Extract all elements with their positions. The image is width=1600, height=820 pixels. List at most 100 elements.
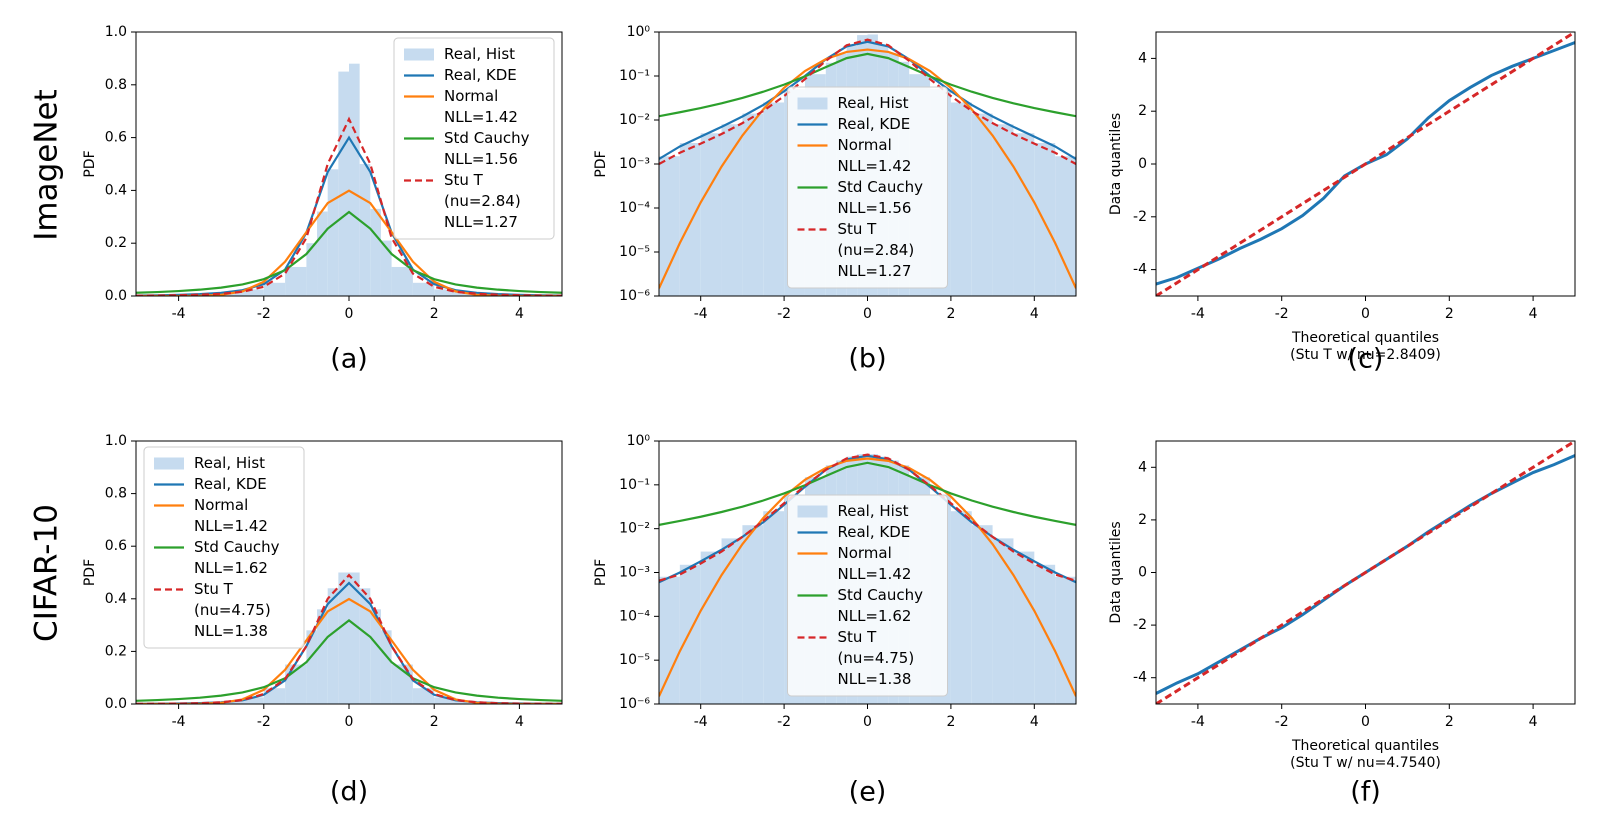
y-axis-label: PDF <box>593 150 609 177</box>
x-tick-label: -4 <box>694 306 708 322</box>
y-tick-label: 2 <box>1138 103 1147 119</box>
hist-bar <box>370 208 381 296</box>
panel: -4 -2 0 2 4 10⁻⁶ 10⁻⁵ 10⁻⁴ 10⁻³ 10⁻² 10⁻¹ 10⁰ PDF (e)… <box>593 433 1077 808</box>
panel: -4 -2 0 2 4 0.0 0.2 0.4 0.6 0.8 1.0 PDF (d) Real, His… <box>82 433 563 808</box>
hist-bar <box>721 124 743 296</box>
hist-bar <box>742 525 764 704</box>
legend-label: Real, KDE <box>838 115 911 133</box>
hist-bar <box>391 266 413 296</box>
hist-bar <box>1013 133 1035 296</box>
hist-bar <box>317 609 328 704</box>
y-tick-label: 0.4 <box>105 591 127 607</box>
hist-bar <box>370 609 381 704</box>
y-tick-label: 1.0 <box>105 24 127 40</box>
legend-label: Real, KDE <box>838 523 911 541</box>
series-line <box>1156 32 1575 296</box>
y-tick-label: 0 <box>1138 565 1147 581</box>
x-tick-label: -2 <box>777 306 791 322</box>
x-tick-label: 2 <box>430 714 439 730</box>
x-tick-label: -4 <box>694 714 708 730</box>
y-tick-label: 10⁻⁵ <box>619 244 650 260</box>
series-line <box>659 40 1076 160</box>
legend-swatch <box>797 97 828 110</box>
panel: -4 -2 0 2 4 -4 -2 0 2 4 Data quantiles Theoretical … <box>1108 31 1576 375</box>
x-axis-label: (Stu T w/ nu=4.7540) <box>1290 755 1441 771</box>
hist-bar <box>659 156 680 296</box>
y-tick-label: 10⁻¹ <box>619 68 650 84</box>
y-tick-label: 10⁻³ <box>619 156 650 172</box>
hist-bar <box>306 630 318 704</box>
hist-bar <box>1055 576 1076 704</box>
y-tick-label: -4 <box>1133 670 1147 686</box>
hist-bar <box>359 588 371 704</box>
hist-bar <box>700 133 722 296</box>
series-line <box>659 457 1076 697</box>
series-line <box>136 210 562 294</box>
y-tick-label: 10⁻⁶ <box>619 288 650 304</box>
legend-swatch <box>797 505 828 518</box>
panel: -4 -2 0 2 4 0.0 0.2 0.4 0.6 0.8 1.0 PDF (a) Real, His… <box>82 24 563 375</box>
y-tick-label: -4 <box>1133 262 1147 278</box>
row-label: CIFAR-10 <box>29 504 65 642</box>
x-tick-label: 0 <box>345 306 354 322</box>
plot-area <box>136 63 562 296</box>
hist-bar <box>285 266 307 296</box>
panel-caption: (e) <box>849 777 887 808</box>
legend-label: Real, Hist <box>838 502 909 520</box>
legend-label: Std Cauchy <box>838 178 924 196</box>
hist-bar <box>327 588 339 704</box>
y-tick-label: 0.0 <box>105 288 127 304</box>
hist-bar <box>359 164 371 296</box>
hist-bar <box>742 113 764 296</box>
x-tick-label: -4 <box>172 714 186 730</box>
hist-bar <box>412 282 435 296</box>
legend-label: NLL=1.56 <box>444 150 518 168</box>
legend-label: Real, Hist <box>838 94 909 112</box>
hist-bar <box>327 169 339 296</box>
panel: -4 -2 0 2 4 10⁻⁶ 10⁻⁵ 10⁻⁴ 10⁻³ 10⁻² 10⁻¹ 10⁰ PDF (b)… <box>593 24 1077 375</box>
panel: -4 -2 0 2 4 -4 -2 0 2 4 Data quantiles Theoretical … <box>1108 440 1576 808</box>
x-tick-label: 2 <box>430 306 439 322</box>
legend-label: NLL=1.42 <box>194 517 268 535</box>
legend-label: Stu T <box>838 220 878 238</box>
legend-swatch <box>404 48 434 61</box>
x-tick-label: 2 <box>1445 714 1454 730</box>
hist-bar <box>763 511 785 704</box>
hist-bar <box>1034 564 1056 704</box>
y-tick-label: 10⁻² <box>619 521 650 537</box>
hist-bar <box>763 102 785 296</box>
y-tick-label: 2 <box>1138 512 1147 528</box>
hist-bar <box>1034 143 1056 296</box>
panel-caption: (f) <box>1350 777 1381 808</box>
x-axis-label: (Stu T w/ nu=2.8409) <box>1290 347 1441 363</box>
x-tick-label: 0 <box>345 714 354 730</box>
legend: Real, Hist Real, KDE Normal NLL=1.42 Std Cau… <box>787 86 948 289</box>
legend-label: Real, KDE <box>194 475 267 493</box>
y-tick-label: -2 <box>1133 617 1147 633</box>
x-tick-label: -4 <box>1191 306 1205 322</box>
legend-label: NLL=1.56 <box>838 199 912 217</box>
row-label: ImageNet <box>29 89 65 241</box>
legend: Real, Hist Real, KDE Normal NLL=1.42 Std Cau… <box>787 494 948 697</box>
y-tick-label: 10⁻³ <box>619 565 650 581</box>
x-tick-label: -4 <box>172 306 186 322</box>
y-tick-label: 0.6 <box>105 538 127 554</box>
legend-label: Std Cauchy <box>838 586 924 604</box>
x-tick-label: 4 <box>515 714 524 730</box>
legend-label: NLL=1.62 <box>194 559 268 577</box>
hist-bar <box>721 538 743 704</box>
legend-label: (nu=2.84) <box>838 241 915 259</box>
legend-box <box>143 446 305 649</box>
hist-bar <box>263 282 286 296</box>
legend-label: NLL=1.38 <box>838 670 912 688</box>
hist-bar <box>434 697 456 704</box>
legend: Real, Hist Real, KDE Normal NLL=1.42 Std Cau… <box>143 446 305 649</box>
legend-box <box>787 494 948 697</box>
x-axis-label: Theoretical quantiles <box>1291 738 1439 754</box>
y-tick-label: 0.2 <box>105 235 127 251</box>
series-line <box>659 48 1076 289</box>
hist-bar <box>317 211 328 296</box>
y-tick-label: 4 <box>1138 50 1147 66</box>
panel-caption: (d) <box>330 777 368 808</box>
hist-bar <box>434 289 456 296</box>
